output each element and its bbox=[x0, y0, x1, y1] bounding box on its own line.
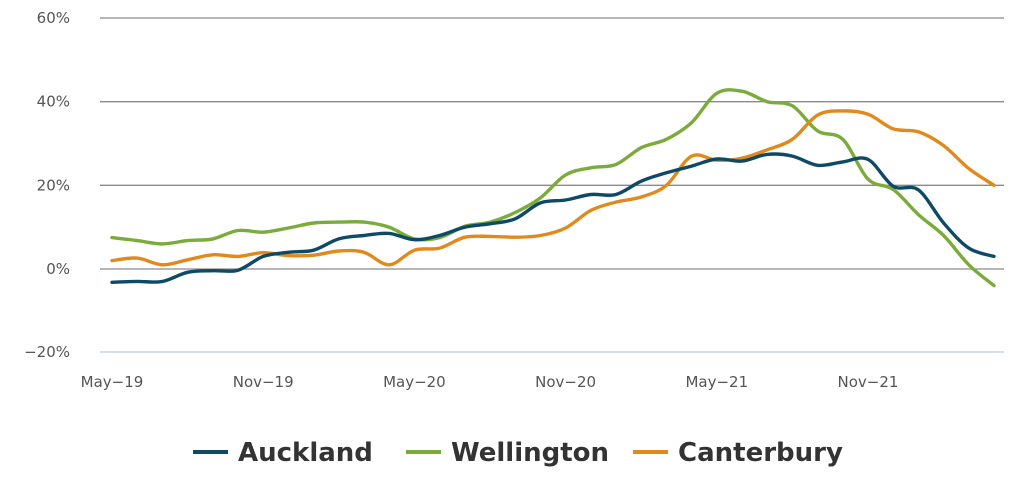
y-tick-label: 0% bbox=[46, 260, 70, 278]
x-tick-label: May−20 bbox=[383, 373, 446, 391]
x-tick-label: May−19 bbox=[81, 373, 144, 391]
y-tick-label: −20% bbox=[24, 343, 70, 361]
series-line-wellington bbox=[110, 88, 996, 288]
y-tick-label: 60% bbox=[37, 9, 70, 27]
series-line-auckland bbox=[110, 152, 996, 284]
x-tick-label: Nov−21 bbox=[838, 373, 899, 391]
x-axis-ticks: May−19 Nov−19 May−20 Nov−20 May−21 Nov−21 bbox=[81, 373, 899, 391]
y-axis-ticks: 60% 40% 20% 0% −20% bbox=[24, 9, 70, 361]
legend-label-wellington: Wellington bbox=[451, 438, 609, 468]
series-lines bbox=[110, 88, 996, 288]
y-tick-label: 40% bbox=[37, 93, 70, 111]
legend: Auckland Wellington Canterbury bbox=[193, 438, 843, 468]
x-tick-label: Nov−19 bbox=[233, 373, 294, 391]
y-tick-label: 20% bbox=[37, 176, 70, 194]
x-tick-label: May−21 bbox=[685, 373, 748, 391]
series-line-canterbury bbox=[110, 109, 996, 267]
legend-label-canterbury: Canterbury bbox=[678, 438, 843, 468]
x-tick-label: Nov−20 bbox=[535, 373, 596, 391]
legend-label-auckland: Auckland bbox=[238, 438, 373, 468]
